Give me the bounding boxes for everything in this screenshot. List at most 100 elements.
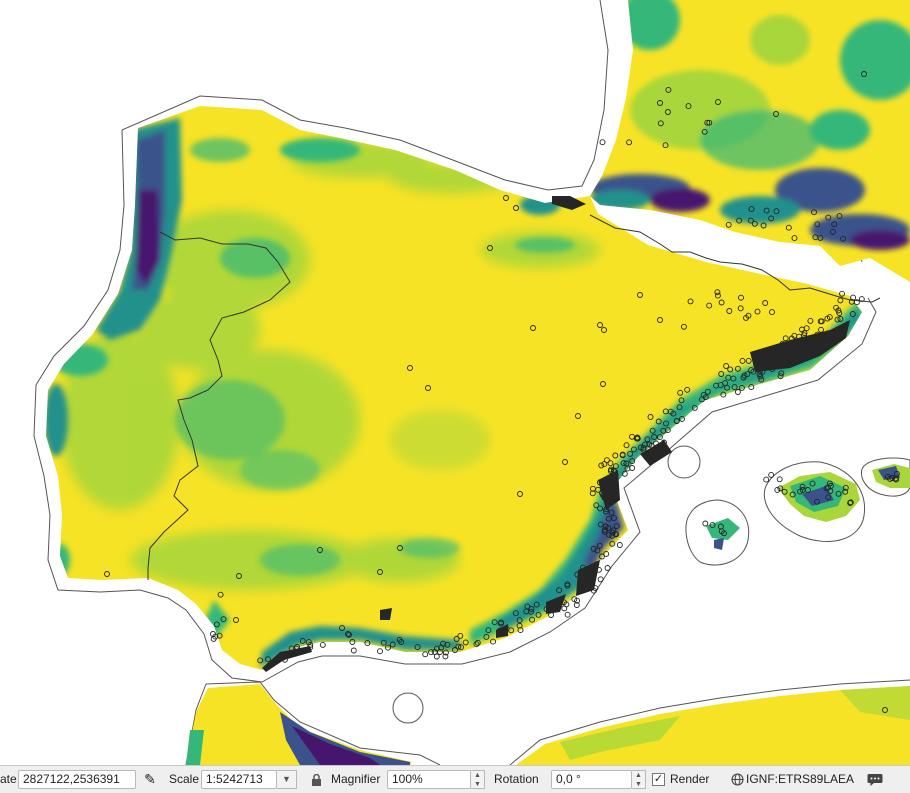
- occurrence-point: [385, 644, 391, 651]
- occurrence-point: [837, 316, 844, 322]
- occurrence-point: [642, 441, 648, 448]
- occurrence-point: [677, 389, 684, 396]
- scale-combobox[interactable]: 1:5242713: [201, 770, 277, 789]
- occurrence-point: [676, 404, 683, 411]
- occurrence-point: [517, 627, 524, 634]
- occurrence-point: [657, 317, 663, 323]
- occurrence-point: [738, 384, 745, 391]
- occurrence-point: [319, 641, 326, 648]
- occurrence-point: [811, 209, 817, 216]
- occurrence-point: [718, 371, 725, 377]
- messages-icon[interactable]: [866, 766, 884, 793]
- occurrence-point: [433, 653, 440, 660]
- occurrence-point: [498, 619, 505, 626]
- occurrence-point: [714, 292, 721, 299]
- occurrence-point: [629, 465, 636, 471]
- coordinate-field[interactable]: 2827122,2536391: [18, 770, 136, 789]
- spin-arrows-icon[interactable]: ▲ ▼: [632, 770, 646, 789]
- occurrence-point: [789, 491, 796, 498]
- occurrence-point: [574, 597, 580, 604]
- occurrence-point: [597, 576, 604, 583]
- render-checkbox[interactable]: ✓: [652, 773, 665, 786]
- occurrence-point: [598, 462, 605, 469]
- occurrence-point: [887, 475, 893, 482]
- occurrence-point: [233, 617, 239, 623]
- occurrence-point: [452, 647, 458, 653]
- occurrence-point: [799, 487, 806, 493]
- occurrence-point: [490, 638, 496, 645]
- occurrence-point: [701, 128, 708, 135]
- occurrence-point: [814, 498, 820, 505]
- occurrence-point: [442, 653, 449, 660]
- occurrence-point: [474, 639, 481, 646]
- occurrence-point: [731, 384, 738, 391]
- occurrence-point: [364, 640, 371, 647]
- occurrence-point: [824, 315, 831, 322]
- rotation-spinbox[interactable]: 0,0 °: [551, 770, 632, 789]
- boundary-layer: [147, 214, 881, 580]
- occurrence-point: [597, 521, 604, 528]
- occurrence-point: [791, 235, 798, 242]
- raster-africa: [186, 684, 910, 765]
- occurrence-point: [609, 540, 616, 547]
- occurrence-point: [644, 436, 651, 443]
- occurrence-point: [442, 649, 449, 656]
- occurrence-point: [720, 391, 727, 398]
- occurrence-point: [626, 139, 633, 146]
- occurrence-point: [763, 476, 770, 483]
- occurrence-point: [599, 139, 606, 146]
- occurrence-point: [317, 547, 323, 553]
- toggle-extents-icon[interactable]: ✎: [144, 771, 156, 787]
- occurrence-point: [726, 308, 733, 314]
- occurrence-point: [516, 622, 523, 629]
- occurrence-point: [104, 571, 110, 577]
- occurrence-point: [817, 234, 824, 241]
- occurrence-point: [257, 657, 264, 664]
- occurrence-point: [756, 371, 763, 377]
- map-canvas[interactable]: [0, 0, 910, 765]
- spin-arrows-icon[interactable]: ▲ ▼: [471, 770, 485, 789]
- occurrence-point: [528, 606, 535, 612]
- globe-icon[interactable]: [730, 766, 744, 793]
- occurrence-point: [487, 245, 493, 251]
- occurrence-point: [609, 532, 616, 539]
- occurrence-point: [748, 206, 755, 213]
- occurrence-point: [217, 591, 224, 598]
- occurrence-point: [607, 460, 614, 467]
- occurrence-point: [345, 631, 351, 637]
- occurrence-point: [727, 366, 734, 373]
- occurrence-point: [529, 616, 536, 623]
- occurrence-point: [739, 357, 746, 364]
- occurrence-point: [589, 490, 596, 497]
- occurrence-point: [629, 458, 636, 465]
- occurrence-point: [631, 446, 637, 453]
- occurrence-point: [414, 644, 421, 651]
- map-svg[interactable]: [0, 0, 910, 765]
- occurrence-point: [346, 631, 352, 638]
- chevron-down-icon[interactable]: ▼: [277, 770, 297, 789]
- occurrence-point: [837, 297, 844, 304]
- occurrence-point: [528, 608, 535, 615]
- crs-button[interactable]: IGNF:ETRS89LAEA: [746, 772, 855, 786]
- occurrence-point: [601, 461, 608, 468]
- occurrence-point: [647, 414, 654, 420]
- occurrence-point: [673, 418, 680, 425]
- occurrence-point: [850, 294, 857, 301]
- occurrence-point: [691, 404, 698, 411]
- occurrence-point: [516, 617, 523, 624]
- occurrence-point: [715, 99, 721, 105]
- occurrence-point: [620, 460, 627, 467]
- spain-france-border: [589, 214, 881, 303]
- magnifier-spinbox[interactable]: 100%: [387, 770, 471, 789]
- lock-icon[interactable]: [309, 766, 323, 793]
- occurrence-point: [725, 221, 732, 228]
- occurrence-point: [842, 488, 849, 495]
- occurrence-point: [437, 649, 443, 655]
- occurrence-point: [823, 485, 830, 492]
- occurrence-point: [213, 621, 220, 628]
- occurrence-point: [601, 528, 608, 535]
- occurrence-point: [573, 602, 580, 608]
- occurrence-point: [777, 485, 784, 492]
- occurrence-point: [651, 434, 658, 440]
- occurrence-point: [593, 502, 600, 509]
